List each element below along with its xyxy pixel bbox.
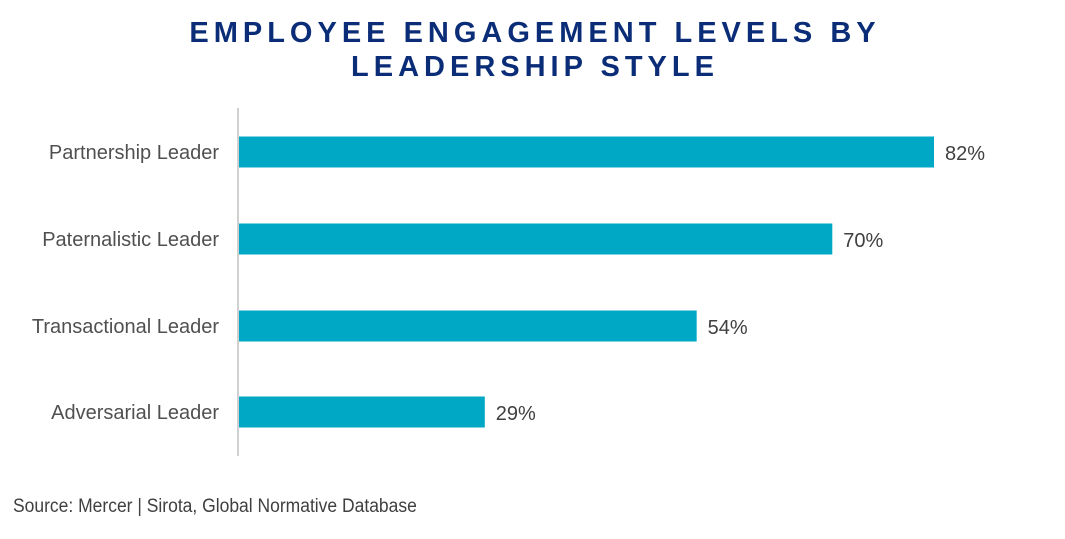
chart-title-line-2: LEADERSHIP STYLE	[351, 51, 719, 83]
chart-title: EMPLOYEE ENGAGEMENT LEVELS BY LEADERSHIP…	[0, 16, 1065, 84]
bar-paternalistic-leader	[239, 223, 833, 255]
bar-adversarial-leader	[239, 396, 485, 428]
bar-partnership-leader	[239, 136, 934, 168]
data-label: 29%	[496, 403, 536, 425]
data-label: 70%	[843, 230, 883, 252]
data-label: 54%	[708, 317, 748, 339]
source-note: Source: Mercer | Sirota, Global Normativ…	[13, 496, 417, 517]
data-label: 82%	[945, 143, 985, 165]
category-label: Adversarial Leader	[51, 402, 219, 424]
category-label: Partnership Leader	[49, 142, 219, 164]
chart-title-line-1: EMPLOYEE ENGAGEMENT LEVELS BY	[189, 17, 881, 49]
category-label: Transactional Leader	[32, 316, 219, 338]
bar-transactional-leader	[239, 310, 697, 342]
category-label: Paternalistic Leader	[42, 229, 219, 251]
